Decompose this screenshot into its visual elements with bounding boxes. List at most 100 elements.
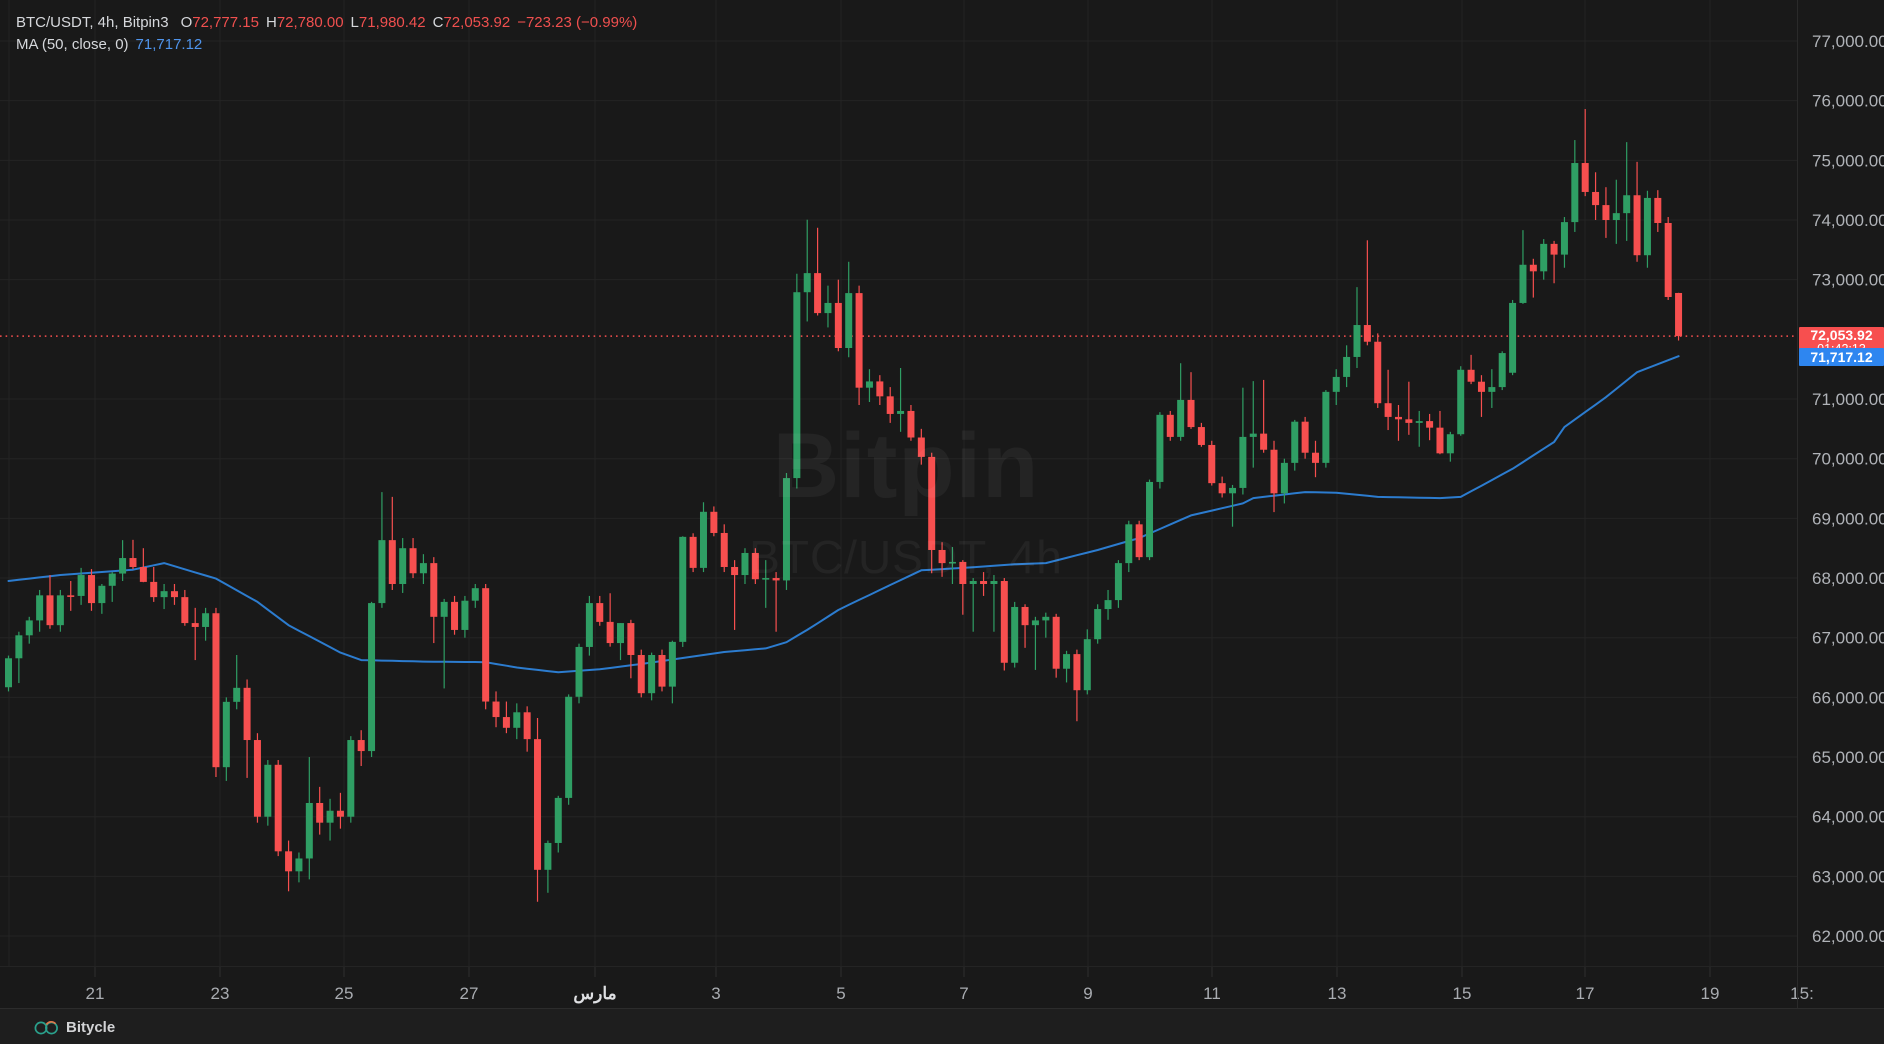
open-label: O [180,14,193,31]
candle-down [627,623,635,656]
candle-down [1405,419,1413,423]
time-axis-label: 9 [1083,984,1092,1003]
candlestick-chart-canvas[interactable]: 77,000.00 76,000.00 75,000.00 74,000.00 73,0… [0,0,1884,1008]
candle-up [1560,222,1568,255]
low-value: 71,980.42 [358,14,426,31]
candle-down [523,712,531,740]
candle-up [1623,195,1631,214]
time-axis-label: 17 [1576,984,1595,1003]
candle-down [1260,433,1268,450]
candle-down [1664,222,1672,297]
candle-down [316,802,324,823]
candle-up [1114,563,1122,601]
candle-down [1218,483,1226,494]
legend-symbol[interactable]: BTC/USDT, 4h, Bitpin3 [16,14,169,31]
candle-up [1177,399,1185,437]
candle-up [1229,487,1237,494]
candle-down [1675,292,1683,337]
candle-up [1031,620,1039,626]
candle-up [119,558,127,574]
candle-up [668,641,676,687]
candle-up [233,687,241,702]
candle-up [56,595,64,626]
candle-down [596,603,604,622]
candle-up [461,600,469,630]
candle-down [430,563,438,617]
price-axis-label: 74,000.00 [1812,211,1884,230]
candle-up [554,797,562,843]
candle-down [658,655,666,687]
candle-down [1384,403,1392,417]
candle-down [1311,452,1319,463]
candle-down [1426,421,1434,428]
candle-down [814,273,822,314]
candle-up [585,603,593,647]
time-axis-label: 23 [211,984,230,1003]
price-axis-label: 68,000.00 [1812,569,1884,588]
candle-up [25,620,33,636]
high-value: 72,780.00 [276,14,344,31]
candle-down [388,540,396,584]
price-axis-label: 73,000.00 [1812,271,1884,290]
ma-price-value: 71,717.12 [1810,349,1873,366]
candle-down [907,410,915,438]
candle-down [1550,243,1558,255]
candle-down [1363,325,1371,342]
candle-up [160,591,168,598]
candle-down [67,595,75,597]
change-value: −723.23 (−0.99%) [517,14,638,31]
ma50-line [7,355,1680,674]
candle-down [139,566,147,582]
candle-down [191,623,199,627]
candle-down [720,532,728,567]
candle-down [1187,399,1195,428]
time-axis-label: 21 [86,984,105,1003]
candle-down [1208,444,1216,484]
low-label: L [350,14,359,31]
candle-up [15,635,23,659]
candle-down [87,575,95,604]
bitycle-logo-icon [33,1019,60,1036]
candle-down [1477,381,1485,392]
price-axis-label: 76,000.00 [1812,92,1884,111]
candle-up [513,712,521,728]
candle-up [865,381,873,388]
candle-down [1654,197,1662,223]
candle-up [1146,481,1154,558]
price-axis-label: 62,000.00 [1812,927,1884,946]
candle-up [741,552,749,576]
candle-up [440,601,448,617]
candle-down [129,558,137,567]
candle-up [897,410,905,414]
candle-up [1415,421,1423,423]
legend-ma-row[interactable]: MA (50, close, 0) 71,717.12 [16,34,637,56]
candle-up [575,646,583,697]
time-axis-label: 13 [1328,984,1347,1003]
candle-up [803,273,811,293]
time-axis-label: 7 [959,984,968,1003]
candle-up [1509,302,1517,373]
candle-down [1021,606,1029,626]
candle-up [1239,436,1247,488]
candle-down [1270,449,1278,494]
candle-up [1457,369,1465,435]
candle-up [305,802,313,859]
close-value: 72,053.92 [443,14,511,31]
candle-down [1374,341,1382,404]
candle-up [399,548,407,584]
time-axis-label: مارس [573,984,616,1004]
candle-up [782,478,790,581]
candle-up [1332,376,1340,392]
candle-up [1643,197,1651,256]
price-axis-label: 63,000.00 [1812,867,1884,886]
candle-up [762,578,770,580]
candle-up [1498,353,1506,388]
candle-up [326,810,334,823]
time-axis-label: 5 [836,984,845,1003]
candle-down [1581,163,1589,192]
candle-down [1394,416,1402,420]
legend-symbol-row[interactable]: BTC/USDT, 4h, Bitpin3 O72,777.15 H72,780.0… [16,12,637,34]
price-axis-label: 69,000.00 [1812,509,1884,528]
ma-label[interactable]: MA (50, close, 0) [16,36,129,53]
